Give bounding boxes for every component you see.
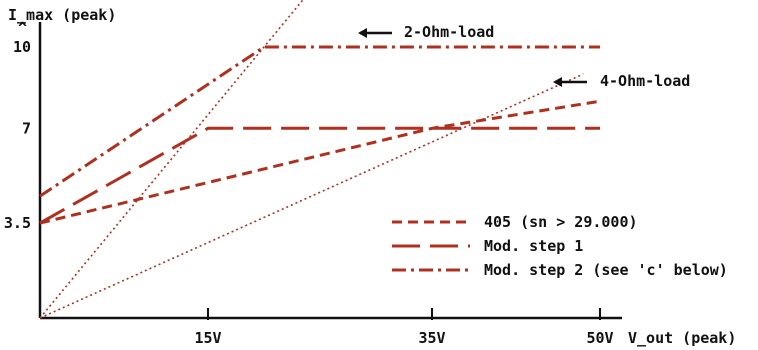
x-tick-label: 15V (194, 329, 221, 347)
x-axis-label: V_out (peak) (628, 329, 736, 347)
legend-label: 405 (sn > 29.000) (484, 213, 638, 231)
x-tick-label: 50V (586, 329, 613, 347)
series-line (39, 99, 601, 225)
x-tick-label: 35V (418, 329, 445, 347)
legend: 405 (sn > 29.000) Mod. step 1 Mod. step 2 … (392, 213, 728, 279)
annotation-label: 4-Ohm-load (600, 72, 690, 90)
load-line (39, 73, 584, 319)
legend-label: Mod. step 1 (484, 237, 583, 255)
y-axis-label: I_max (peak) (8, 6, 116, 24)
load-annotations: 2-Ohm-load 4-Ohm-load (358, 23, 690, 90)
y-axis-caret: ^ (18, 19, 27, 37)
annotation-label: 2-Ohm-load (404, 23, 494, 41)
annotation-arrow-head (553, 77, 562, 87)
series-line (39, 45, 600, 198)
y-tick-label: 3.5 (4, 214, 31, 232)
annotation-arrow-head (358, 28, 367, 38)
y-tick-label: 7 (22, 119, 31, 137)
axes (38, 22, 622, 320)
load-line (39, 0, 304, 319)
series-line (39, 126, 600, 225)
ticks: 15V 35V 50V 3.5 7 10 (4, 38, 614, 347)
legend-label: Mod. step 2 (see 'c' below) (484, 261, 728, 279)
plot-area (39, 0, 601, 319)
y-tick-label: 10 (13, 38, 31, 56)
